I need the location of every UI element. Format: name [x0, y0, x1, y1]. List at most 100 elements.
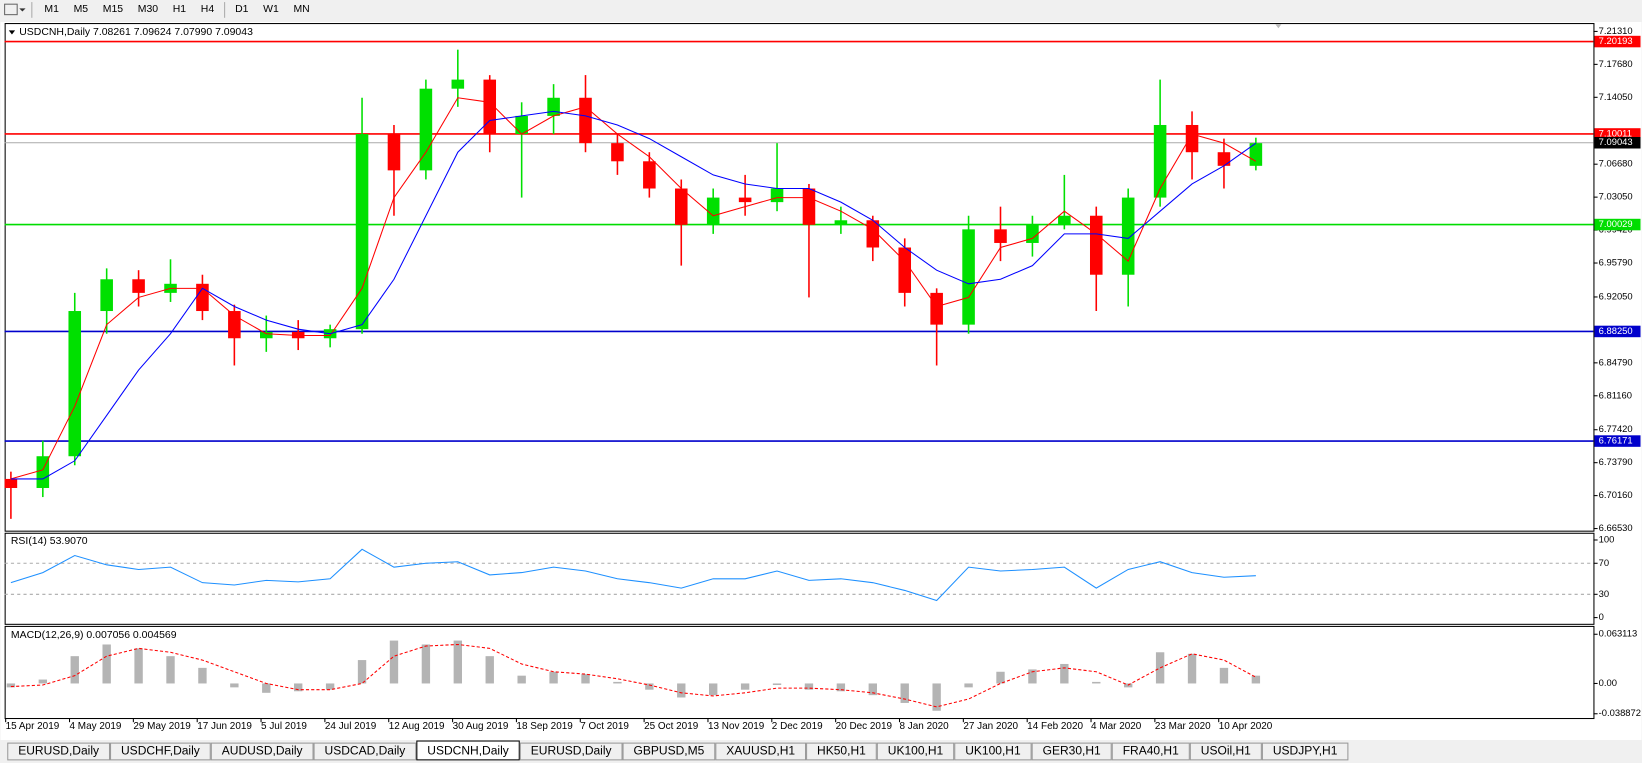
macd-signal	[10, 643, 1257, 708]
tab[interactable]: XAUUSD,H1	[715, 742, 807, 761]
candle-body	[1089, 215, 1103, 275]
x-tick-label: 13 Nov 2019	[708, 721, 765, 732]
tab-label[interactable]: GBPUSD,M5	[634, 744, 705, 758]
macd-bar	[996, 671, 1005, 684]
tab[interactable]: EURUSD,Daily	[519, 742, 623, 761]
tab-label[interactable]: HK50,H1	[817, 744, 866, 758]
tab-label[interactable]: GER30,H1	[1043, 744, 1101, 758]
tab-label[interactable]: FRA40,H1	[1123, 744, 1179, 758]
level-label: 7.10011	[1599, 127, 1632, 138]
macd-bar	[294, 683, 303, 692]
tab[interactable]: GER30,H1	[1031, 742, 1112, 761]
tab-shape[interactable]	[954, 742, 1032, 761]
tab-label[interactable]: EURUSD,Daily	[18, 744, 99, 758]
tab-shape[interactable]	[110, 742, 211, 761]
timeframe-button[interactable]: H1	[173, 4, 187, 15]
macd-bar	[325, 683, 335, 690]
macd-bar	[262, 683, 271, 693]
x-tick-label: 15 Apr 2019	[6, 721, 60, 732]
tab[interactable]: HK50,H1	[806, 742, 877, 761]
tab-label[interactable]: XAUUSD,H1	[726, 744, 795, 758]
timeframe-button[interactable]: D1	[235, 4, 249, 15]
tab[interactable]: USDCNH,Daily	[416, 740, 520, 761]
moving-average	[10, 110, 1257, 480]
tab-label[interactable]: UK100,H1	[888, 744, 944, 758]
timeframe-button[interactable]: W1	[263, 4, 279, 15]
x-tick-label: 7 Oct 2019	[580, 721, 629, 732]
toolbar-dropdown[interactable]	[19, 8, 26, 12]
x-tick-label: 30 Aug 2019	[453, 721, 509, 732]
tab-shape[interactable]	[806, 742, 877, 761]
tab[interactable]: USDJPY,H1	[1261, 742, 1349, 761]
macd-bar	[357, 660, 367, 684]
tab-label[interactable]: USDCHF,Daily	[121, 744, 200, 758]
symbol-marker[interactable]	[8, 30, 16, 35]
timeframe-button[interactable]: M15	[103, 4, 124, 15]
x-tick-label: 23 Mar 2020	[1155, 721, 1211, 732]
tab-shape[interactable]	[1189, 742, 1262, 761]
toolbar-icon[interactable]	[4, 3, 18, 16]
tab[interactable]: EURUSD,Daily	[7, 742, 111, 761]
tab-shape[interactable]	[1261, 742, 1349, 761]
timeframe-button[interactable]: M1	[44, 4, 59, 15]
tab-shape[interactable]	[622, 742, 716, 761]
y-tick-label: 0	[1599, 611, 1604, 622]
tab-shape[interactable]	[313, 742, 417, 761]
macd-bar	[677, 683, 686, 698]
tab-label[interactable]: USOil,H1	[1201, 744, 1251, 758]
tab-shape[interactable]	[416, 740, 520, 761]
tab-label[interactable]: USDCAD,Daily	[325, 744, 406, 758]
candle-body	[706, 197, 720, 225]
level-label-box	[1594, 35, 1641, 48]
tab[interactable]: GBPUSD,M5	[622, 742, 716, 761]
timeframe-button[interactable]: H4	[201, 4, 215, 15]
tab-label[interactable]: AUDUSD,Daily	[222, 744, 303, 758]
tab[interactable]: USDCHF,Daily	[110, 742, 211, 761]
tab-shape[interactable]	[1111, 742, 1190, 761]
tab[interactable]: UK100,H1	[876, 742, 955, 761]
tab-shape[interactable]	[715, 742, 807, 761]
level-label-box	[1594, 218, 1641, 231]
tab-shape[interactable]	[876, 742, 955, 761]
candle-body	[962, 229, 975, 325]
timeframe-button[interactable]: MN	[293, 4, 309, 15]
tab[interactable]: USDCAD,Daily	[313, 742, 417, 761]
y-tick-label: 6.92050	[1599, 290, 1633, 301]
timeframe-button[interactable]: M5	[74, 4, 89, 15]
shift-marker	[1275, 24, 1282, 29]
tab-label[interactable]: EURUSD,Daily	[531, 744, 612, 758]
tab[interactable]: AUDUSD,Daily	[210, 742, 314, 761]
tab[interactable]: USOil,H1	[1189, 742, 1262, 761]
tab[interactable]: FRA40,H1	[1111, 742, 1190, 761]
tab-shape[interactable]	[1031, 742, 1112, 761]
candle-body	[802, 188, 816, 225]
macd-bar	[932, 683, 941, 711]
x-tick-label: 14 Feb 2020	[1027, 721, 1083, 732]
y-tick-label: 100	[1599, 533, 1615, 544]
candle-body	[674, 188, 688, 225]
candle-body	[1249, 143, 1263, 166]
chart-title: USDCNH,Daily 7.08261 7.09624 7.07990 7.0…	[19, 27, 253, 38]
tab[interactable]: UK100,H1	[954, 742, 1032, 761]
macd-bar	[772, 683, 782, 686]
tab-shape[interactable]	[210, 742, 314, 761]
tab-shape[interactable]	[7, 742, 111, 761]
y-tick-label: 6.81160	[1599, 389, 1632, 400]
candle-body	[994, 229, 1007, 243]
main-pane	[4, 23, 1595, 532]
tab-shape[interactable]	[519, 742, 623, 761]
x-tick-label: 27 Jan 2020	[963, 721, 1018, 732]
rsi-title: RSI(14) 53.9070	[11, 536, 88, 547]
y-tick-label: 7.17680	[1599, 58, 1633, 69]
candle-body	[770, 188, 784, 203]
macd-bar	[1060, 663, 1069, 684]
tab-label[interactable]: USDCNH,Daily	[427, 744, 508, 758]
macd-bar	[166, 656, 175, 684]
level-label-box	[1594, 325, 1641, 338]
macd-bar	[1251, 675, 1261, 684]
timeframe-button[interactable]: M30	[138, 4, 159, 15]
tab-label[interactable]: UK100,H1	[965, 744, 1021, 758]
candle-body	[260, 331, 273, 339]
x-tick-label: 5 Jul 2019	[261, 721, 307, 732]
tab-label[interactable]: USDJPY,H1	[1273, 744, 1338, 758]
